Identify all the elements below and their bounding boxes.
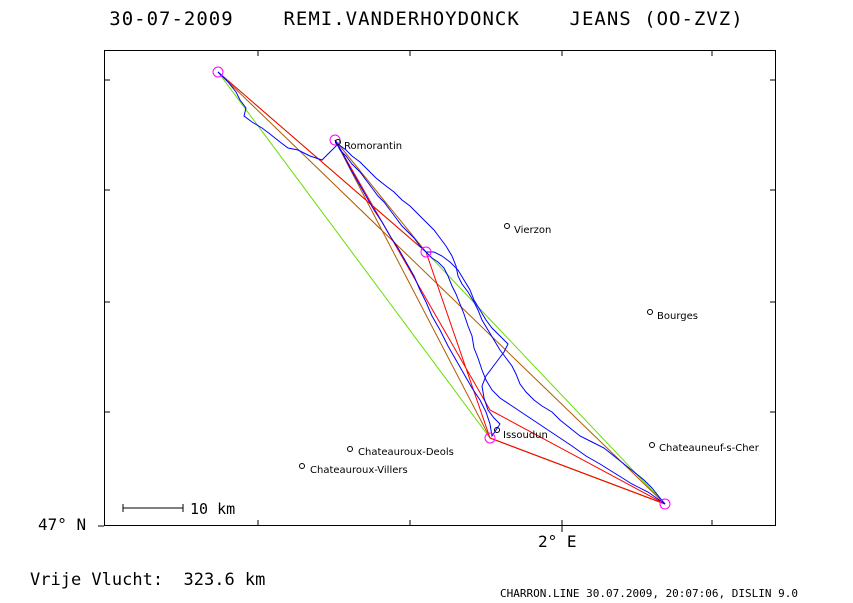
city-marker-issoudun [494, 427, 500, 433]
route-brown [217, 71, 666, 505]
turnpoint-start [212, 66, 224, 78]
city-marker-chateauroux-deols [347, 446, 353, 452]
flight-track-2 [334, 139, 666, 505]
city-label-chateauneuf: Chateauneuf-s-Cher [659, 443, 759, 454]
turnpoint-end [659, 498, 671, 510]
map-frame [104, 50, 776, 526]
city-marker-vierzon [504, 223, 510, 229]
turnpoint-issoudun [484, 432, 496, 444]
scale-bar [122, 504, 184, 512]
city-marker-romorantin [335, 139, 341, 145]
route-lines [217, 71, 666, 505]
flight-track [217, 71, 666, 505]
turnpoint-mid [420, 246, 432, 258]
route-red [217, 71, 666, 505]
flight-track-3 [334, 139, 509, 438]
city-marker-bourges [647, 309, 653, 315]
city-label-bourges: Bourges [657, 311, 698, 322]
latitude-label: 47° N [38, 515, 87, 534]
axis-ticks [98, 50, 776, 532]
city-marker-chateauneuf [649, 442, 655, 448]
render-stamp: CHARRON.LINE 30.07.2009, 20:07:06, DISLI… [500, 587, 799, 600]
distance-summary: Vrije Vlucht: 323.6 km [30, 570, 266, 590]
city-label-romorantin: Romorantin [344, 141, 403, 152]
turnpoints [212, 66, 671, 510]
city-markers [299, 139, 655, 469]
longitude-label: 2° E [538, 532, 577, 551]
city-marker-chateauroux-villers [299, 463, 305, 469]
city-label-chateauroux-villers: Chateauroux-Villers [310, 465, 408, 476]
city-label-issoudun: Issoudun [503, 430, 548, 441]
map-title: 30-07-2009 REMI.VANDERHOYDONCK JEANS (OO… [109, 8, 744, 30]
scale-label: 10 km [190, 500, 236, 518]
city-label-vierzon: Vierzon [514, 225, 552, 236]
city-label-chateauroux-deols: Chateauroux-Deols [358, 447, 454, 458]
